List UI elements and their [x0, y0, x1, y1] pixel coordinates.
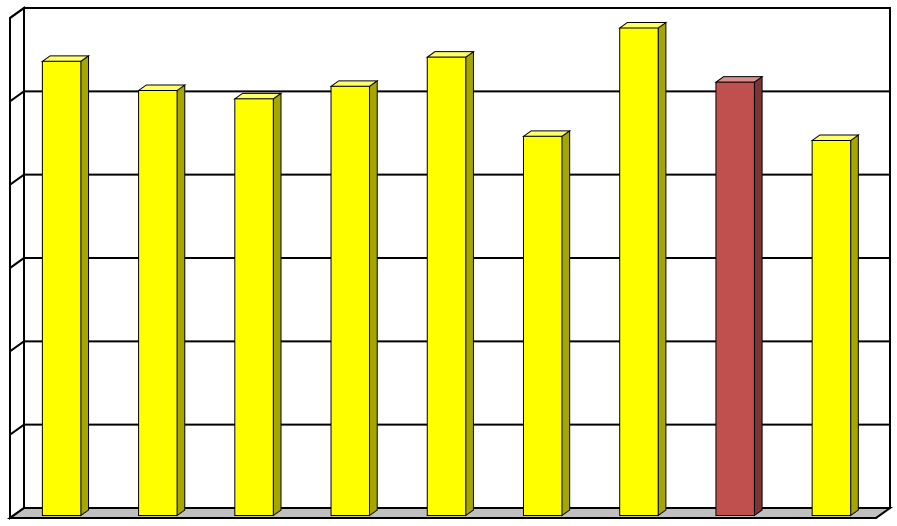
bar-front [331, 86, 369, 515]
bar-side [851, 135, 859, 516]
bar-front [523, 136, 561, 515]
bar-top [620, 23, 666, 29]
bar-front [716, 82, 754, 515]
bar-top [812, 135, 858, 141]
bar [331, 81, 377, 516]
bar-front [42, 61, 80, 515]
bar-side [370, 81, 378, 516]
bar [523, 131, 569, 516]
bar-top [42, 56, 88, 62]
bar-front [620, 28, 658, 516]
bar-top [139, 85, 185, 91]
bar-chart-3d [0, 0, 897, 526]
bar [235, 93, 281, 515]
bar [139, 85, 185, 516]
bar-top [235, 93, 281, 99]
bar-front [139, 91, 177, 516]
bar [716, 77, 762, 516]
bar-top [331, 81, 377, 87]
bar [620, 23, 666, 516]
bar-top [523, 131, 569, 137]
bar-top [716, 77, 762, 83]
bar-top [427, 52, 473, 58]
bar-side [658, 23, 666, 516]
bar-front [812, 141, 850, 516]
bar-side [273, 93, 281, 515]
bar-side [562, 131, 570, 516]
bar-side [177, 85, 185, 516]
bar-front [235, 99, 273, 516]
bar [427, 52, 473, 516]
bar-front [427, 57, 465, 515]
bar-side [466, 52, 474, 516]
bar-side [754, 77, 762, 516]
bar-side [81, 56, 89, 516]
bar [812, 135, 858, 516]
bar [42, 56, 88, 516]
